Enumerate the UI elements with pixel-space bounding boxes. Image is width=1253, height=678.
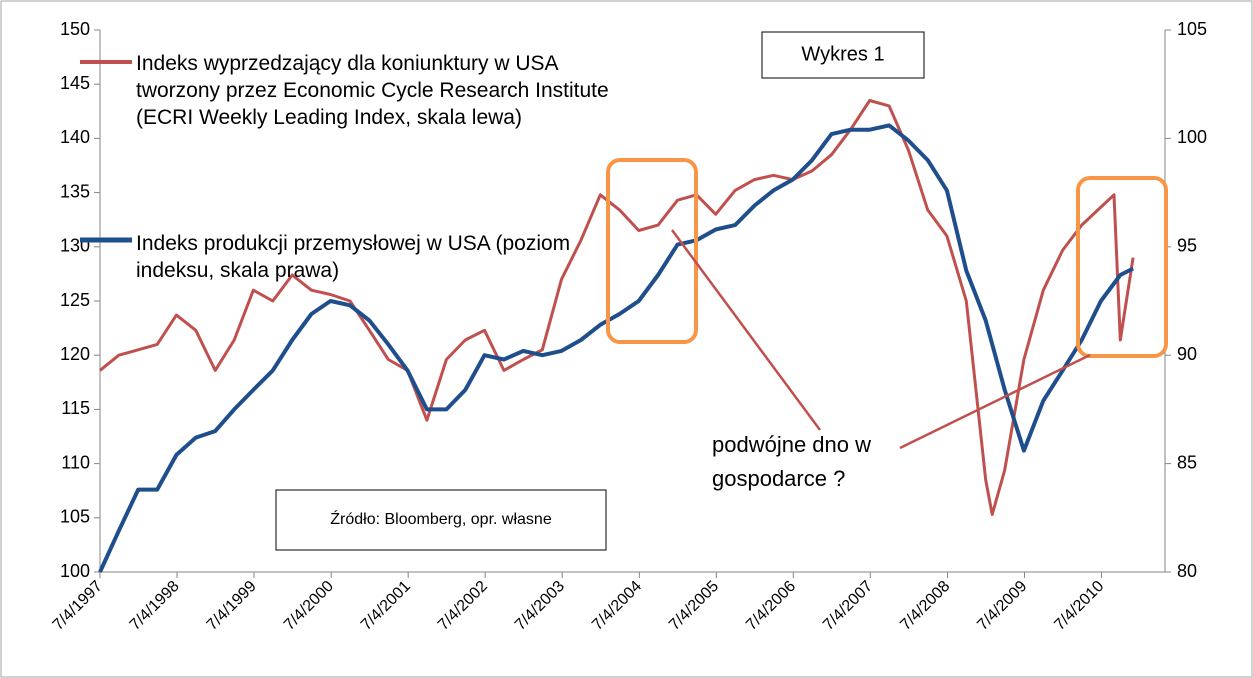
x-tick-label: 7/4/2006	[743, 578, 799, 634]
y-tick-label: 125	[60, 290, 90, 310]
y-tick-label: 110	[61, 452, 90, 472]
legend-label: Indeks wyprzedzający dla koniunktury w U…	[136, 52, 609, 129]
x-tick-label: 7/4/1999	[204, 578, 260, 634]
y-tick-label: 115	[61, 398, 90, 418]
y-tick-label: 120	[60, 344, 90, 364]
arrow	[670, 229, 822, 431]
y-tick-label: 145	[60, 73, 90, 93]
y-tick-label: 135	[60, 181, 90, 201]
y2-tick-label: 90	[1177, 344, 1197, 364]
y-tick-label: 105	[60, 507, 90, 527]
y2-tick-label: 105	[1177, 19, 1207, 39]
x-tick-label: 7/4/1997	[50, 578, 106, 634]
y-tick-label: 100	[60, 561, 90, 581]
highlight-box	[1076, 176, 1168, 358]
x-tick-label: 7/4/2003	[512, 578, 568, 634]
x-tick-label: 7/4/2000	[281, 578, 337, 634]
y-tick-label: 150	[60, 19, 90, 39]
y2-tick-label: 85	[1177, 452, 1197, 472]
x-tick-label: 7/4/2001	[358, 578, 414, 634]
y2-tick-label: 95	[1177, 236, 1197, 256]
source-box	[275, 489, 607, 551]
x-tick-label: 7/4/1998	[127, 578, 183, 634]
x-tick-label: 7/4/2004	[589, 578, 645, 634]
annotation: podwójne dno w gospodarce ?	[712, 432, 872, 491]
x-tick-label: 7/4/2010	[1051, 578, 1107, 634]
highlight-box	[606, 158, 698, 344]
x-tick-label: 7/4/2008	[897, 578, 953, 634]
y2-tick-label: 80	[1177, 561, 1197, 581]
y2-tick-label: 100	[1177, 127, 1207, 147]
x-tick-label: 7/4/2007	[820, 578, 876, 634]
x-tick-label: 7/4/2009	[974, 578, 1030, 634]
legend-label: Indeks produkcji przemysłowej w USA (poz…	[136, 232, 571, 282]
label-box	[761, 31, 925, 79]
y-tick-label: 140	[60, 127, 90, 147]
x-tick-label: 7/4/2005	[666, 578, 722, 634]
x-tick-label: 7/4/2002	[435, 578, 491, 634]
series-line	[98, 123, 1135, 573]
series-line	[99, 99, 1135, 516]
arrow	[899, 353, 1091, 450]
chart-label: Wykres 1	[801, 43, 884, 65]
source-text: Źródło: Bloomberg, opr. własne	[330, 509, 552, 528]
